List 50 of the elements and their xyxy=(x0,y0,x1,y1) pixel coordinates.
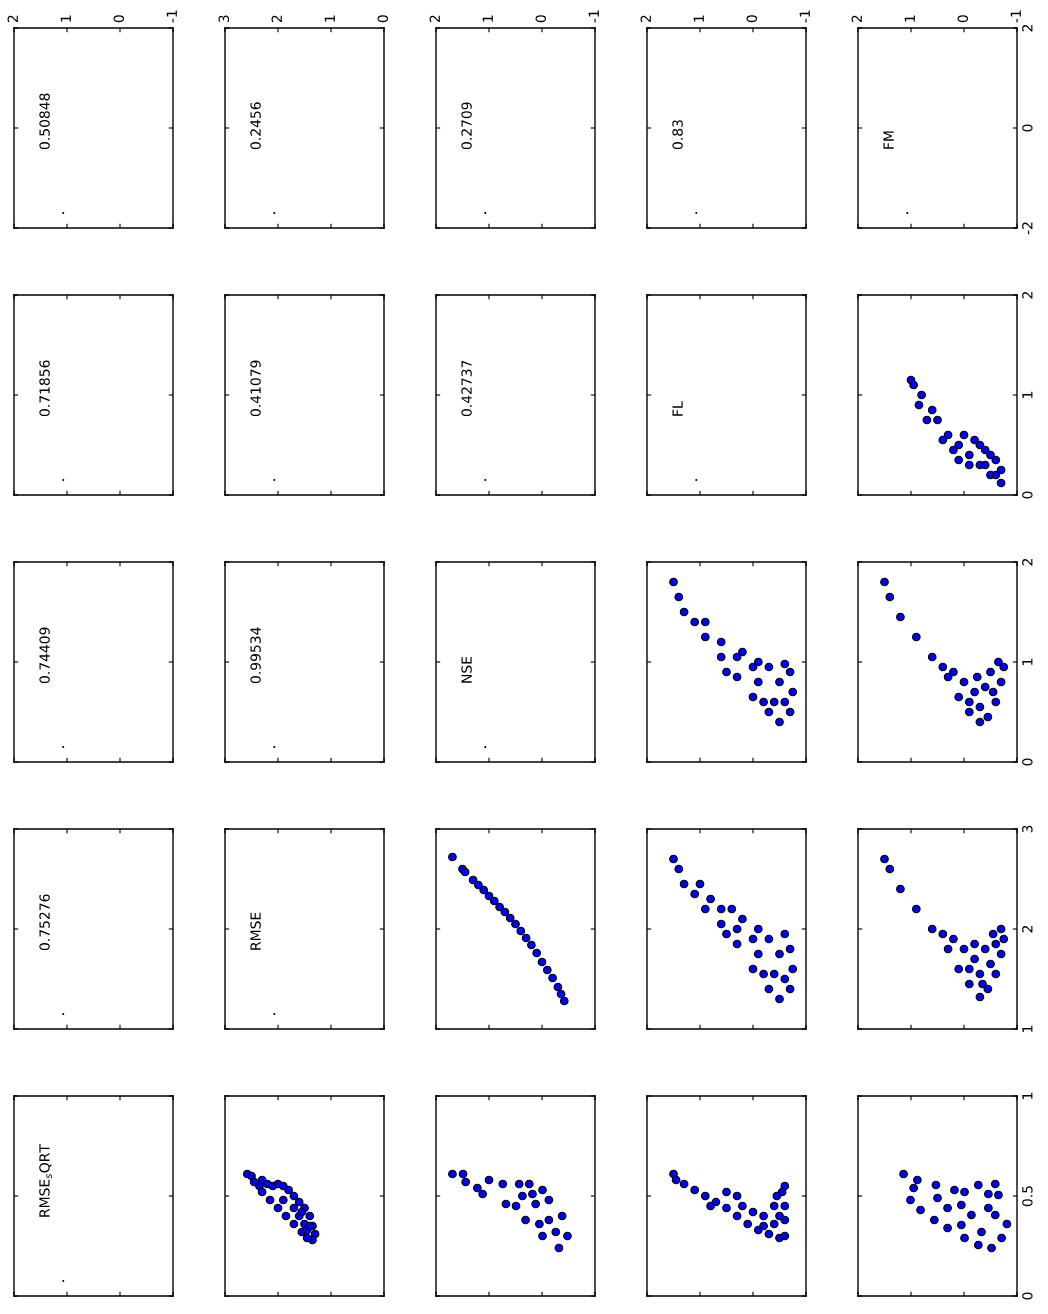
y-tick-label: 1 xyxy=(1022,658,1033,665)
x-tick-label: -1 xyxy=(799,10,810,23)
x-tick-label: -1 xyxy=(1010,10,1021,23)
annotation: RMSE xyxy=(250,912,261,950)
y-tick-label: 3 xyxy=(1022,825,1033,833)
x-tick-label: 1 xyxy=(904,15,915,22)
y-tick-label: 0 xyxy=(1022,491,1033,499)
annotation: 0.2456 xyxy=(250,102,261,150)
x-tick-label: 2 xyxy=(7,15,18,23)
y-tick-label: 2 xyxy=(1022,24,1033,32)
y-tick-label: 0 xyxy=(1022,1292,1033,1300)
y-tick-label: 0 xyxy=(1022,758,1033,766)
x-tick-label: 3 xyxy=(218,15,230,23)
y-tick-label: 0 xyxy=(1022,124,1033,132)
annotation: 0.42737 xyxy=(461,360,472,417)
x-tick-label: 2 xyxy=(271,15,282,23)
x-tick-label: -1 xyxy=(166,10,177,23)
y-tick-label: 2 xyxy=(1022,925,1033,933)
x-tick-label: 0 xyxy=(535,15,547,23)
annotation: FL xyxy=(672,401,683,416)
x-tick-label: 0 xyxy=(957,15,969,23)
annotation: 0.41079 xyxy=(250,360,261,417)
annotation: 0.99534 xyxy=(250,627,261,684)
annotation: 0.2709 xyxy=(461,102,472,150)
y-tick-label: 2 xyxy=(1022,291,1033,299)
x-tick-label: 2 xyxy=(851,15,862,23)
x-tick-label: 1 xyxy=(482,15,493,22)
annotation: 0.50848 xyxy=(39,93,50,150)
y-tick-label: 1 xyxy=(1022,391,1033,398)
y-tick-label: -2 xyxy=(1022,222,1033,235)
x-tick-label: 2 xyxy=(640,15,651,23)
annotation: 0.75276 xyxy=(39,894,50,951)
y-tick-label: 1 xyxy=(1022,1092,1033,1099)
x-tick-label: 1 xyxy=(693,15,704,22)
annotation: 0.83 xyxy=(672,120,683,150)
x-tick-label: 0 xyxy=(746,15,758,23)
annotation: RMSE$_{s}$QRT xyxy=(39,1144,52,1217)
y-tick-label: 1 xyxy=(1022,1025,1033,1032)
annotation: 0.71856 xyxy=(39,360,50,417)
x-tick-label: 1 xyxy=(60,15,71,22)
y-tick-label: 0.5 xyxy=(1022,1186,1033,1207)
x-tick-label: 0 xyxy=(113,15,125,23)
annotation: NSE xyxy=(461,656,472,683)
y-tick-label: 2 xyxy=(1022,558,1033,566)
x-tick-label: 1 xyxy=(324,15,335,22)
x-tick-label: 2 xyxy=(429,15,440,23)
annotation: FM xyxy=(883,131,894,149)
annotation: 0.74409 xyxy=(39,627,50,684)
x-tick-label: 0 xyxy=(377,15,389,23)
x-tick-label: -1 xyxy=(588,10,599,23)
